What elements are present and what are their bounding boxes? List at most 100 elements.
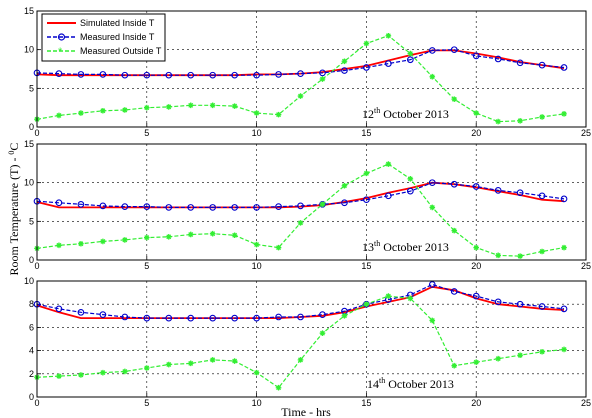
data-point-measured-outside xyxy=(187,231,194,238)
data-point-measured-outside xyxy=(451,227,458,234)
data-point-measured-inside xyxy=(231,71,238,79)
data-point-measured-outside xyxy=(253,110,260,116)
y-axis-label: Room Temperature (T) - 0C xyxy=(7,143,21,276)
x-tick-label: 5 xyxy=(144,261,149,271)
data-point-measured-outside xyxy=(517,118,523,124)
data-point-measured-outside xyxy=(341,182,348,189)
data-point-measured-outside xyxy=(165,104,172,110)
data-point-measured-inside xyxy=(494,298,502,306)
data-point-measured-outside xyxy=(363,40,370,47)
data-point-measured-outside xyxy=(187,102,194,109)
x-tick-label: 5 xyxy=(144,128,149,138)
data-point-measured-inside xyxy=(319,311,326,318)
data-point-measured-inside xyxy=(99,71,107,78)
data-point-measured-outside xyxy=(319,201,326,208)
data-point-measured-inside xyxy=(494,187,502,194)
series-line-simulated xyxy=(36,181,565,209)
data-point-measured-outside xyxy=(100,238,106,245)
y-tick-label: 5 xyxy=(29,83,34,93)
y-tick-label: 0 xyxy=(29,392,34,402)
data-point-measured-outside xyxy=(275,111,282,118)
data-point-measured-inside xyxy=(516,300,524,308)
data-point-measured-outside xyxy=(561,244,567,251)
legend-label-simulated: Simulated Inside T xyxy=(80,18,155,28)
data-point-measured-outside xyxy=(209,230,216,237)
data-point-measured-inside xyxy=(538,192,546,200)
x-tick-label: 20 xyxy=(471,128,481,138)
data-point-measured-outside xyxy=(56,112,62,119)
data-point-measured-inside xyxy=(231,314,238,322)
data-point-measured-outside xyxy=(561,111,567,117)
x-tick-label: 25 xyxy=(581,261,591,271)
y-tick-label: 2 xyxy=(29,369,34,379)
x-tick-label: 0 xyxy=(34,261,39,271)
plot-area xyxy=(37,281,586,397)
data-point-measured-outside xyxy=(275,244,282,251)
data-point-measured-inside xyxy=(187,314,195,322)
data-point-measured-inside xyxy=(121,71,129,79)
data-point-measured-inside xyxy=(450,288,458,295)
data-point-measured-inside xyxy=(165,314,173,322)
data-point-measured-outside xyxy=(495,252,501,259)
data-point-measured-outside xyxy=(78,110,84,116)
data-point-measured-inside xyxy=(363,196,370,204)
data-point-measured-inside xyxy=(385,60,392,67)
x-tick-label: 20 xyxy=(471,261,481,271)
data-point-measured-inside xyxy=(55,305,63,313)
data-point-measured-outside xyxy=(122,368,128,375)
plot-frame xyxy=(36,10,587,128)
data-point-measured-inside xyxy=(77,200,85,208)
data-point-measured-outside xyxy=(495,118,501,125)
data-point-measured-inside xyxy=(516,189,524,197)
data-point-measured-inside xyxy=(450,180,458,188)
data-point-measured-outside xyxy=(407,176,414,182)
data-point-measured-outside xyxy=(363,170,370,177)
data-point-measured-outside xyxy=(144,234,150,241)
data-point-measured-outside xyxy=(385,32,392,39)
data-point-measured-inside xyxy=(472,292,480,300)
data-point-measured-outside xyxy=(473,359,479,365)
data-point-measured-outside xyxy=(407,295,414,302)
data-point-measured-inside xyxy=(472,183,480,190)
data-point-measured-outside xyxy=(429,317,436,324)
series-line-measured-inside xyxy=(36,283,565,319)
data-point-measured-outside xyxy=(253,241,260,248)
data-point-measured-outside xyxy=(78,372,84,378)
x-tick-label: 0 xyxy=(34,128,39,138)
y-tick-label: 10 xyxy=(24,45,34,55)
data-point-measured-outside xyxy=(297,93,304,99)
data-point-measured-outside xyxy=(122,237,128,243)
data-point-measured-inside xyxy=(55,70,63,77)
data-point-measured-inside xyxy=(450,46,458,54)
data-point-measured-outside xyxy=(517,253,523,259)
x-tick-label: 0 xyxy=(34,398,39,408)
plot-frame xyxy=(36,280,587,398)
data-point-measured-inside xyxy=(165,71,173,79)
y-tick-label: 8 xyxy=(29,299,34,309)
data-point-measured-inside xyxy=(319,69,326,77)
data-point-measured-outside xyxy=(253,369,260,376)
data-point-measured-outside xyxy=(122,107,128,113)
data-point-measured-inside xyxy=(560,64,568,71)
data-point-measured-outside xyxy=(407,50,414,57)
data-point-measured-inside xyxy=(428,47,436,54)
data-point-measured-inside xyxy=(538,303,546,310)
data-point-measured-inside xyxy=(253,71,260,79)
data-point-measured-inside xyxy=(253,314,260,322)
data-point-measured-outside xyxy=(165,361,172,368)
data-point-measured-outside xyxy=(209,102,216,109)
x-tick-label: 25 xyxy=(581,398,591,408)
data-point-measured-outside xyxy=(429,204,436,211)
legend-marker-measured-inside xyxy=(57,33,66,41)
data-point-measured-outside xyxy=(495,355,501,362)
data-point-measured-inside xyxy=(121,313,129,321)
data-point-measured-inside xyxy=(297,313,304,321)
plot-area xyxy=(37,144,586,260)
data-point-measured-outside xyxy=(56,373,62,379)
y-tick-label: 10 xyxy=(24,178,34,188)
data-point-measured-outside xyxy=(297,357,304,363)
data-point-measured-outside xyxy=(319,76,326,82)
y-tick-label: 5 xyxy=(29,216,34,226)
data-point-measured-inside xyxy=(560,305,568,313)
